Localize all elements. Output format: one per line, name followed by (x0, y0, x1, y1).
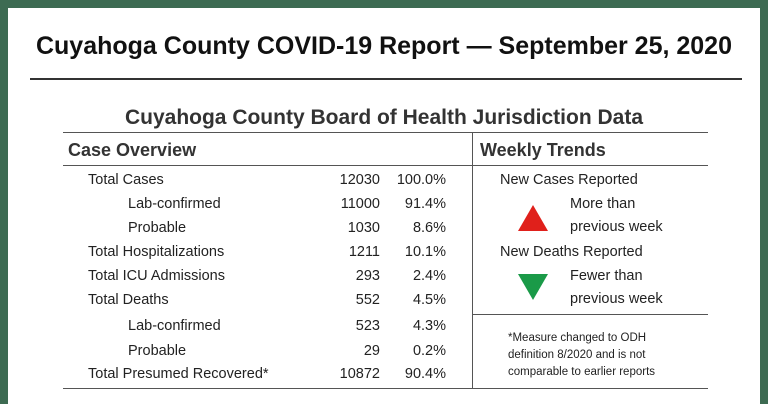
row-count: 10872 (339, 366, 380, 382)
row-label: Lab-confirmed (128, 196, 221, 212)
row-percent: 91.4% (404, 196, 446, 212)
footnote-line2: definition 8/2020 and is not (508, 349, 646, 361)
row-count: 1030 (347, 220, 380, 236)
new-cases-trend-text: More than previous week (570, 193, 663, 239)
row-label: Total Hospitalizations (88, 244, 225, 260)
table-top-border (63, 132, 708, 133)
footnote: *Measure changed to ODH definition 8/202… (508, 330, 708, 381)
row-percent: 4.3% (412, 318, 446, 334)
column-divider (472, 132, 473, 388)
new-deaths-trend-line1: Fewer than (570, 268, 643, 284)
table-row-total-cases: Total Cases 12030 100.0% (8, 172, 468, 196)
case-overview-heading: Case Overview (68, 140, 197, 160)
row-percent: 0.2% (412, 343, 446, 359)
row-count: 552 (355, 292, 380, 308)
row-label: Probable (128, 220, 187, 236)
row-label: Total Deaths (88, 292, 169, 308)
row-percent: 10.1% (404, 244, 446, 260)
footnote-divider (473, 314, 708, 315)
up-arrow-shape (518, 205, 548, 231)
row-percent: 8.6% (412, 220, 446, 236)
footnote-line1: *Measure changed to ODH (508, 332, 647, 344)
new-deaths-label: New Deaths Reported (500, 244, 643, 260)
down-arrow-icon (518, 274, 548, 300)
report-title: Cuyahoga County COVID-19 Report — Septem… (35, 32, 732, 60)
down-arrow-shape (518, 274, 548, 300)
new-cases-trend-line1: More than (570, 196, 636, 212)
row-count: 29 (363, 343, 380, 359)
new-cases-label: New Cases Reported (500, 172, 638, 188)
report-subtitle: Cuyahoga County Board of Health Jurisdic… (124, 106, 644, 129)
footnote-line3: comparable to earlier reports (508, 366, 656, 378)
row-label: Total Presumed Recovered* (88, 366, 269, 382)
weekly-trends-heading: Weekly Trends (480, 140, 606, 160)
table-row-cases-probable: Probable 1030 8.6% (8, 220, 468, 244)
report-page: Cuyahoga County COVID-19 Report — Septem… (8, 8, 760, 404)
row-count: 1211 (348, 244, 380, 260)
table-row-deaths-probable: Probable 29 0.2% (8, 343, 468, 367)
row-label: Lab-confirmed (128, 318, 221, 334)
row-percent: 4.5% (412, 292, 446, 308)
up-arrow-icon (518, 205, 548, 231)
row-count: 11000 (340, 196, 380, 212)
table-row-icu-admissions: Total ICU Admissions 293 2.4% (8, 268, 468, 292)
row-count: 523 (355, 318, 380, 334)
row-label: Total Cases (88, 172, 164, 188)
table-row-total-deaths: Total Deaths 552 4.5% (8, 292, 468, 316)
row-percent: 2.4% (412, 268, 446, 284)
table-row-hospitalizations: Total Hospitalizations 1211 10.1% (8, 244, 468, 268)
table-bottom-border (63, 388, 708, 389)
row-count: 12030 (339, 172, 380, 188)
row-percent: 90.4% (404, 366, 446, 382)
header-bottom-border (63, 165, 708, 166)
row-percent: 100.0% (396, 172, 446, 188)
new-cases-trend-line2: previous week (570, 219, 663, 235)
row-label: Probable (128, 343, 187, 359)
row-label: Total ICU Admissions (88, 268, 225, 284)
table-row-cases-lab-confirmed: Lab-confirmed 11000 91.4% (8, 196, 468, 220)
new-deaths-trend-line2: previous week (570, 291, 663, 307)
row-count: 293 (355, 268, 380, 284)
new-deaths-trend-text: Fewer than previous week (570, 265, 663, 311)
title-divider (30, 78, 742, 80)
table-row-presumed-recovered: Total Presumed Recovered* 10872 90.4% (8, 366, 468, 390)
table-row-deaths-lab-confirmed: Lab-confirmed 523 4.3% (8, 318, 468, 342)
